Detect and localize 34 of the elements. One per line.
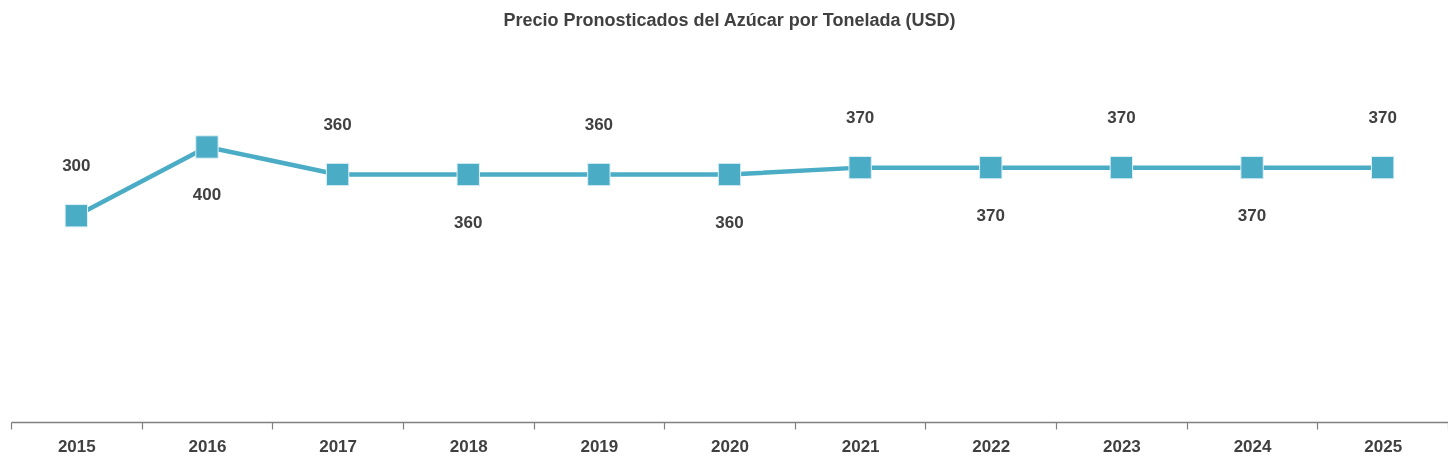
data-label: 370	[1237, 205, 1267, 225]
data-label: 360	[584, 114, 614, 134]
point	[717, 162, 742, 187]
x-tick-label: 2021	[841, 436, 880, 456]
data-label: 300	[62, 155, 91, 175]
x-tick-label: 2020	[711, 436, 749, 456]
x-tick-label: 2023	[1102, 436, 1141, 456]
data-label: 370	[1107, 107, 1136, 127]
data-label: 400	[192, 185, 222, 204]
point	[456, 162, 480, 187]
point	[587, 162, 611, 187]
data-label: 370	[845, 107, 875, 127]
point	[64, 204, 88, 228]
point	[1109, 155, 1134, 180]
x-tick-label: 2025	[1364, 436, 1403, 456]
point	[325, 162, 350, 187]
x-tick-label: 2015	[57, 436, 96, 456]
data-label: 360	[454, 212, 483, 232]
point	[848, 155, 872, 180]
chart-title: Precio Pronosticados del Azúcar por Tonelada (USD)	[503, 10, 956, 30]
x-tick-label: 2017	[319, 436, 357, 456]
data-label: 370	[976, 205, 1005, 225]
data-label: 360	[323, 114, 352, 134]
x-tick-label: 2024	[1233, 436, 1272, 456]
x-tick-label: 2016	[188, 436, 227, 456]
point	[195, 135, 219, 159]
data-label: 360	[715, 212, 744, 232]
x-tick-label: 2018	[449, 436, 488, 456]
point	[1371, 155, 1395, 180]
x-tick-label: 2019	[580, 436, 619, 456]
point	[1240, 155, 1264, 180]
point	[979, 155, 1003, 180]
data-label: 370	[1368, 107, 1397, 127]
x-tick-label: 2022	[972, 436, 1011, 456]
